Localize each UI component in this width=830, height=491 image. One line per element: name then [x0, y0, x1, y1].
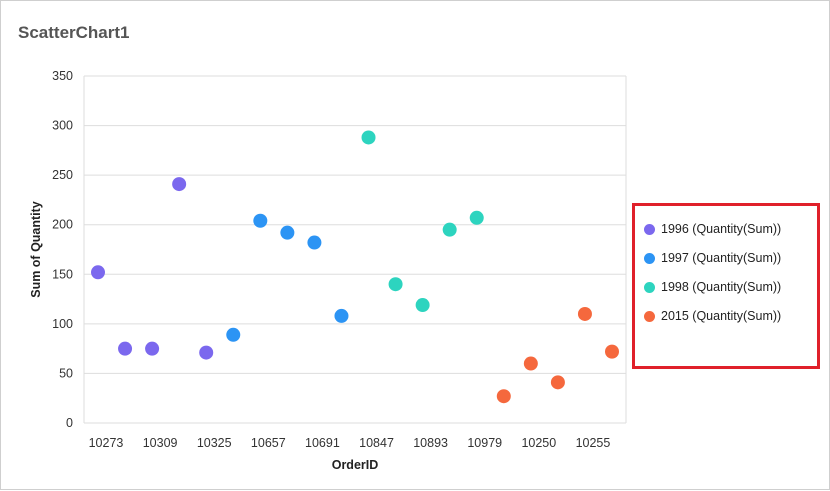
data-point	[469, 210, 484, 225]
y-tick-label: 200	[52, 218, 73, 232]
x-tick-label: 10250	[521, 436, 556, 450]
x-tick-label: 10979	[467, 436, 502, 450]
y-tick-label: 100	[52, 317, 73, 331]
y-tick-label: 0	[66, 416, 73, 430]
legend: 1996 (Quantity(Sum)) 1997 (Quantity(Sum))…	[632, 203, 820, 369]
data-point	[442, 222, 457, 237]
y-axis-title: Sum of Quantity	[29, 201, 43, 298]
x-axis-title: OrderID	[332, 458, 379, 472]
y-tick-label: 300	[52, 119, 73, 133]
x-tick-label: 10657	[251, 436, 286, 450]
x-tick-label: 10691	[305, 436, 340, 450]
y-tick-label: 350	[52, 69, 73, 83]
legend-marker-icon	[644, 223, 655, 235]
x-tick-label: 10309	[143, 436, 178, 450]
data-point	[415, 298, 430, 313]
data-point	[199, 345, 214, 360]
x-tick-label: 10325	[197, 436, 232, 450]
legend-label: 2015 (Quantity(Sum))	[661, 309, 782, 323]
data-point	[605, 344, 619, 359]
legend-label: 1998 (Quantity(Sum))	[661, 280, 782, 294]
data-point	[496, 389, 511, 404]
data-point	[334, 308, 349, 323]
legend-item[interactable]: 2015 (Quantity(Sum))	[644, 309, 781, 323]
legend-marker-icon	[644, 310, 655, 322]
x-tick-label: 10255	[576, 436, 611, 450]
data-point	[577, 306, 592, 321]
data-point	[388, 277, 403, 292]
legend-marker-icon	[644, 281, 655, 293]
legend-item[interactable]: 1998 (Quantity(Sum))	[644, 280, 781, 294]
data-point	[307, 235, 322, 250]
chart-title: ScatterChart1	[18, 23, 130, 42]
legend-item[interactable]: 1996 (Quantity(Sum))	[644, 222, 781, 236]
legend-marker-icon	[644, 252, 655, 264]
data-point	[523, 356, 538, 371]
data-point	[91, 265, 105, 280]
legend-label: 1997 (Quantity(Sum))	[661, 251, 782, 265]
x-tick-label: 10847	[359, 436, 394, 450]
legend-label: 1996 (Quantity(Sum))	[661, 222, 782, 236]
data-point	[172, 177, 187, 192]
y-tick-label: 250	[52, 168, 73, 182]
y-tick-label: 50	[59, 366, 73, 380]
data-point	[280, 225, 295, 240]
data-point	[253, 213, 268, 228]
legend-item[interactable]: 1997 (Quantity(Sum))	[644, 251, 781, 265]
x-tick-label: 10273	[89, 436, 124, 450]
x-tick-label: 10893	[413, 436, 448, 450]
data-point	[226, 327, 241, 342]
data-point	[550, 375, 565, 390]
y-tick-label: 150	[52, 267, 73, 281]
data-point	[145, 341, 160, 356]
data-point	[118, 341, 133, 356]
data-point	[361, 130, 376, 145]
